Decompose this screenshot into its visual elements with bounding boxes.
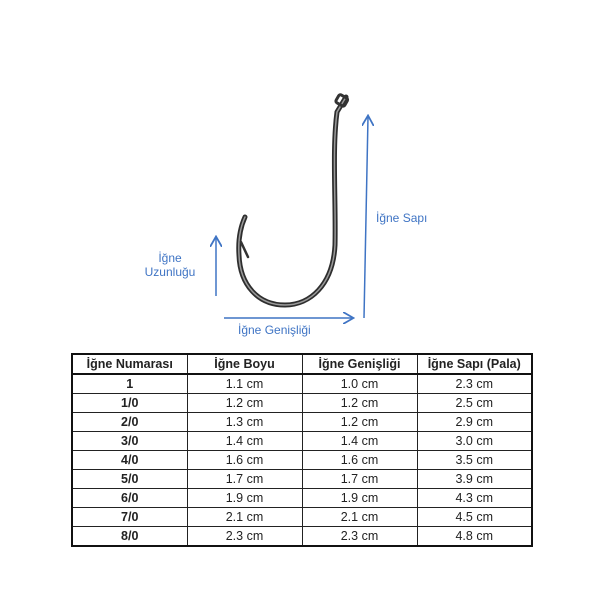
fish-hook-icon <box>236 93 350 308</box>
shank-arrow <box>364 117 368 319</box>
table-row: 8/0 2.3 cm 2.3 cm 4.8 cm <box>71 526 533 547</box>
table-cell: 1.2 cm <box>301 412 418 432</box>
table-cell: 2/0 <box>71 412 188 432</box>
length-label: İğne Uzunluğu <box>140 251 200 279</box>
length-label-line1: İğne <box>158 251 182 265</box>
table-cell: 4.8 cm <box>416 526 533 547</box>
table-cell: 1.3 cm <box>186 412 303 432</box>
table-cell: 2.1 cm <box>186 507 303 527</box>
hook-diagram <box>0 93 600 345</box>
table-cell: 3.9 cm <box>416 469 533 489</box>
table-row: 1/0 1.2 cm 1.2 cm 2.5 cm <box>71 393 533 413</box>
table-cell: 1.6 cm <box>186 450 303 470</box>
table-cell: 2.3 cm <box>301 526 418 547</box>
table-row: 2/0 1.3 cm 1.2 cm 2.9 cm <box>71 412 533 432</box>
shank-label: İğne Sapı <box>376 211 428 225</box>
table-row: 7/0 2.1 cm 2.1 cm 4.5 cm <box>71 507 533 527</box>
table-cell: 5/0 <box>71 469 188 489</box>
table-cell: 4.3 cm <box>416 488 533 508</box>
hook-size-table: İğne Numarası İğne Boyu İğne Genişliği İğne… <box>71 353 533 547</box>
table-cell: 1.7 cm <box>301 469 418 489</box>
table-cell: 4/0 <box>71 450 188 470</box>
table-row: 3/0 1.4 cm 1.4 cm 3.0 cm <box>71 431 533 451</box>
table-cell: 1.1 cm <box>186 373 303 394</box>
table-cell: 1.7 cm <box>186 469 303 489</box>
table-cell: 7/0 <box>71 507 188 527</box>
table-cell: 1.9 cm <box>186 488 303 508</box>
table-cell: 1.0 cm <box>301 373 418 394</box>
table-cell: 2.3 cm <box>416 373 533 394</box>
table-cell: 1.4 cm <box>301 431 418 451</box>
table-cell: 4.5 cm <box>416 507 533 527</box>
table-cell: 2.9 cm <box>416 412 533 432</box>
column-header: İğne Boyu <box>186 353 303 375</box>
table-cell: 2.5 cm <box>416 393 533 413</box>
table-cell: 1.9 cm <box>301 488 418 508</box>
table-cell: 2.3 cm <box>186 526 303 547</box>
table-cell: 1 <box>71 373 188 394</box>
table-row: 1 1.1 cm 1.0 cm 2.3 cm <box>71 373 533 394</box>
table-row: 6/0 1.9 cm 1.9 cm 4.3 cm <box>71 488 533 508</box>
table-cell: 3.5 cm <box>416 450 533 470</box>
column-header: İğne Genişliği <box>301 353 418 375</box>
table-header-row: İğne Numarası İğne Boyu İğne Genişliği İğne… <box>71 353 533 375</box>
table-cell: 6/0 <box>71 488 188 508</box>
table-cell: 3/0 <box>71 431 188 451</box>
column-header: İğne Sapı (Pala) <box>416 353 533 375</box>
table-row: 4/0 1.6 cm 1.6 cm 3.5 cm <box>71 450 533 470</box>
table-cell: 1.2 cm <box>301 393 418 413</box>
table-cell: 1.6 cm <box>301 450 418 470</box>
table-cell: 8/0 <box>71 526 188 547</box>
table-cell: 3.0 cm <box>416 431 533 451</box>
table-cell: 1.2 cm <box>186 393 303 413</box>
table-cell: 1/0 <box>71 393 188 413</box>
length-label-line2: Uzunluğu <box>144 265 196 279</box>
width-label: İğne Genişliği <box>238 323 311 337</box>
column-header: İğne Numarası <box>71 353 188 375</box>
table-cell: 1.4 cm <box>186 431 303 451</box>
table-cell: 2.1 cm <box>301 507 418 527</box>
table-row: 5/0 1.7 cm 1.7 cm 3.9 cm <box>71 469 533 489</box>
